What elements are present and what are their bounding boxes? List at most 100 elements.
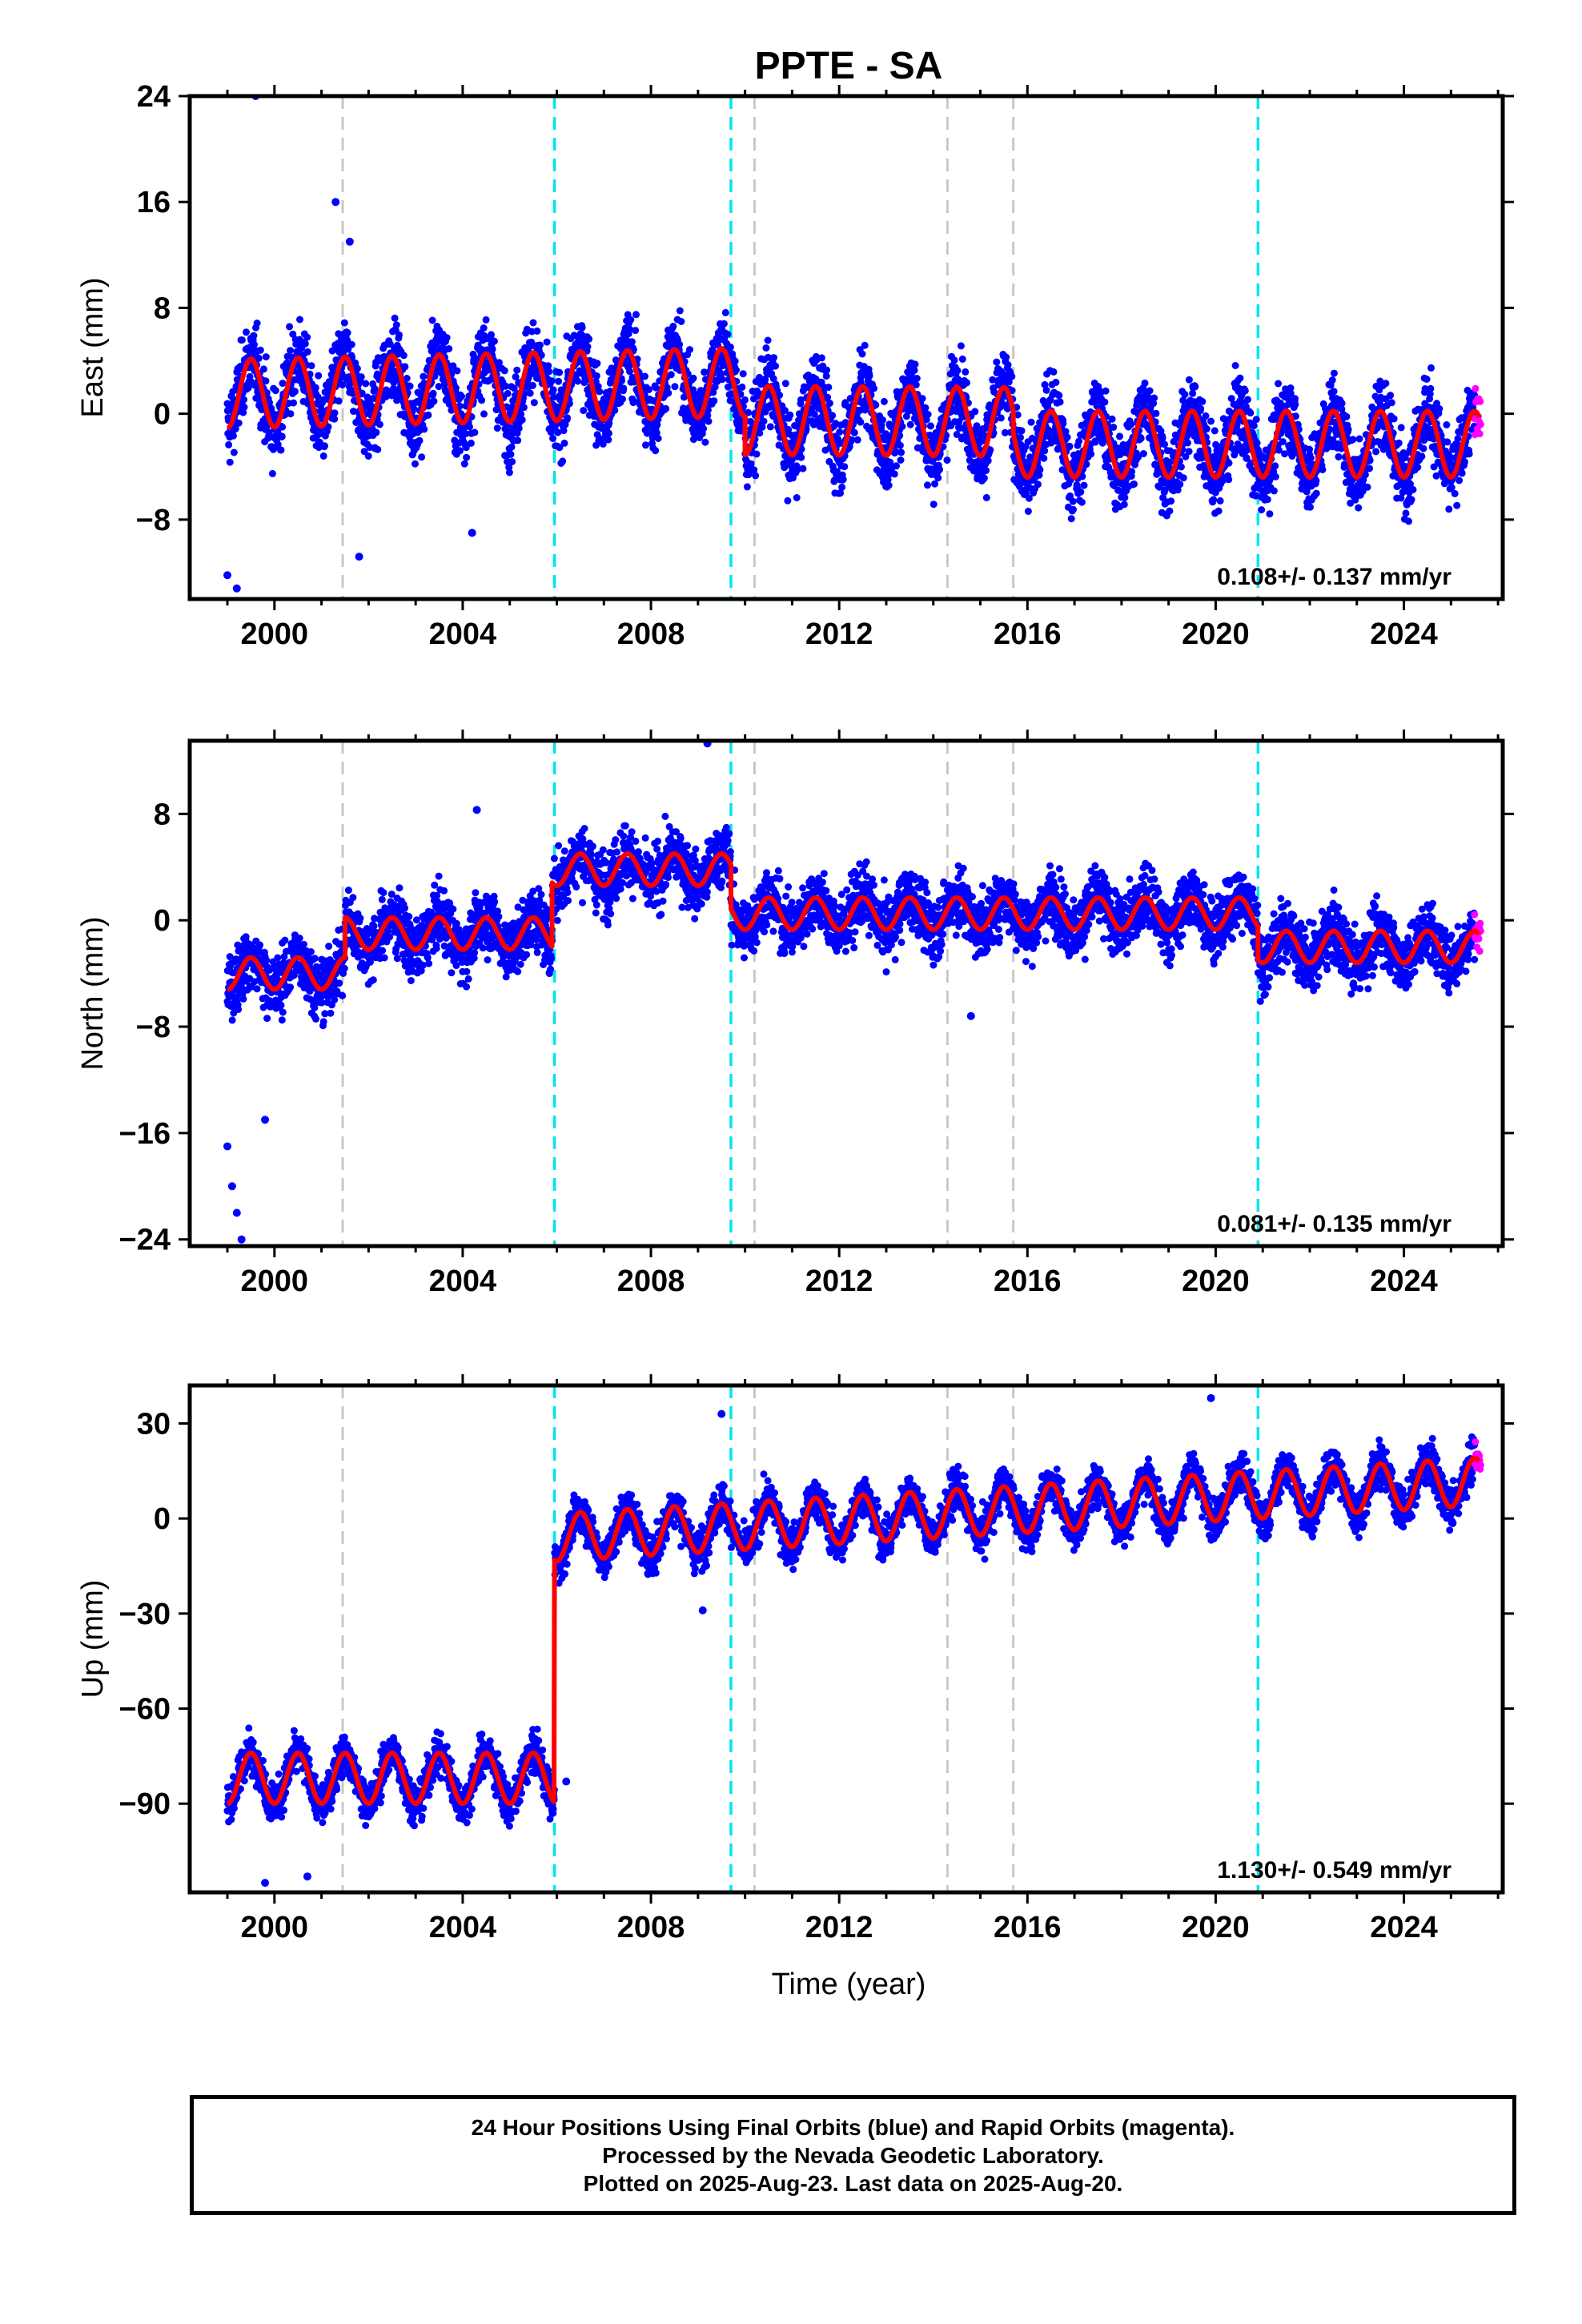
east-final-point xyxy=(526,389,534,397)
east-final-point xyxy=(1312,489,1320,497)
east-final-point xyxy=(343,329,351,336)
east-final-point xyxy=(897,456,905,464)
east-final-point xyxy=(880,397,888,405)
east-final-point xyxy=(1405,517,1412,525)
east-final-point xyxy=(471,428,479,436)
east-final-point xyxy=(462,430,470,438)
east-final-point xyxy=(1108,415,1116,423)
east-final-point xyxy=(962,368,970,376)
east-final-point xyxy=(268,469,276,477)
east-final-point xyxy=(290,399,297,407)
east-final-point xyxy=(1199,397,1207,405)
east-final-point xyxy=(490,337,498,345)
east-final-point xyxy=(466,423,473,431)
east-final-point xyxy=(1409,485,1417,493)
east-final-point xyxy=(350,408,357,416)
east-final-point xyxy=(496,359,503,367)
east-final-point xyxy=(456,447,464,455)
east-final-point xyxy=(822,372,830,380)
east-final-point xyxy=(433,339,441,347)
east-final-point xyxy=(677,318,685,325)
east-final-point xyxy=(420,372,428,380)
east-final-point xyxy=(328,347,336,355)
east-final-point xyxy=(1110,424,1118,431)
east-final-point xyxy=(936,465,944,473)
east-final-point xyxy=(1152,409,1160,417)
east-final-point xyxy=(850,428,858,436)
east-final-point xyxy=(1203,425,1211,432)
east-final-point xyxy=(507,450,515,458)
east-final-point xyxy=(549,435,556,442)
east-final-point xyxy=(358,389,366,397)
east-final-point xyxy=(897,448,905,456)
east-final-point xyxy=(1225,459,1233,467)
east-final-point xyxy=(478,396,486,404)
east-final-point xyxy=(445,345,453,352)
east-final-point xyxy=(564,414,571,422)
east-final-point xyxy=(1024,508,1032,515)
east-final-point xyxy=(865,372,873,380)
east-final-point xyxy=(611,407,619,414)
east-final-point xyxy=(259,365,267,373)
east-x-tick-label: 2012 xyxy=(805,617,873,651)
east-final-point xyxy=(604,429,612,437)
east-final-point xyxy=(1330,388,1338,396)
east-final-point xyxy=(1387,399,1395,407)
north-final-orbit-points xyxy=(223,741,1479,1244)
east-final-point xyxy=(418,453,426,461)
east-final-point xyxy=(911,360,919,368)
east-final-point xyxy=(830,476,838,485)
east-final-point xyxy=(1312,476,1320,485)
east-final-point xyxy=(303,348,311,356)
figure-title: PPTE - SA xyxy=(755,45,943,87)
east-final-point xyxy=(1328,376,1336,384)
east-final-point xyxy=(286,323,294,331)
east-final-point xyxy=(362,380,370,388)
east-final-point xyxy=(810,410,818,418)
east-final-point xyxy=(627,316,635,324)
east-final-point xyxy=(934,474,942,482)
east-final-point xyxy=(488,331,495,339)
east-final-point xyxy=(879,416,886,424)
east-final-point xyxy=(301,340,309,348)
east-rapid-point xyxy=(1476,397,1484,405)
east-final-point xyxy=(303,333,311,341)
east-final-point xyxy=(720,320,728,328)
east-final-point xyxy=(456,402,464,410)
east-final-point xyxy=(430,397,438,405)
east-final-point xyxy=(785,425,793,433)
east-final-point xyxy=(502,382,510,390)
east-final-point xyxy=(574,377,582,385)
east-final-point xyxy=(885,481,893,489)
east-final-point xyxy=(226,458,234,466)
east-final-point xyxy=(717,370,725,378)
east-final-point xyxy=(1087,450,1095,458)
east-x-tick-label: 2000 xyxy=(241,617,309,651)
east-final-point xyxy=(1225,476,1233,484)
east-final-point xyxy=(762,344,770,352)
east-final-point xyxy=(238,336,246,344)
east-final-point xyxy=(493,424,501,432)
east-final-point xyxy=(340,319,348,327)
east-final-point xyxy=(251,340,258,348)
east-final-point xyxy=(652,447,660,455)
east-final-point xyxy=(642,441,649,449)
east-rapid-point xyxy=(1476,420,1484,428)
east-final-point xyxy=(243,328,250,336)
east-final-point xyxy=(1185,448,1193,456)
east-y-axis-label: East (mm) xyxy=(76,277,110,417)
east-final-point xyxy=(480,324,488,332)
east-final-point xyxy=(918,395,926,403)
east-final-point xyxy=(619,395,626,403)
east-final-point xyxy=(1067,515,1075,523)
east-final-point xyxy=(913,375,921,382)
east-final-point xyxy=(529,319,537,327)
east-final-point xyxy=(993,358,1001,366)
east-final-point xyxy=(482,316,490,324)
east-final-point xyxy=(654,435,662,442)
east-final-point xyxy=(686,346,693,354)
east-final-point xyxy=(1078,498,1086,506)
east-final-point xyxy=(556,368,564,376)
east-final-point xyxy=(584,343,592,351)
east-final-point xyxy=(1158,434,1166,442)
